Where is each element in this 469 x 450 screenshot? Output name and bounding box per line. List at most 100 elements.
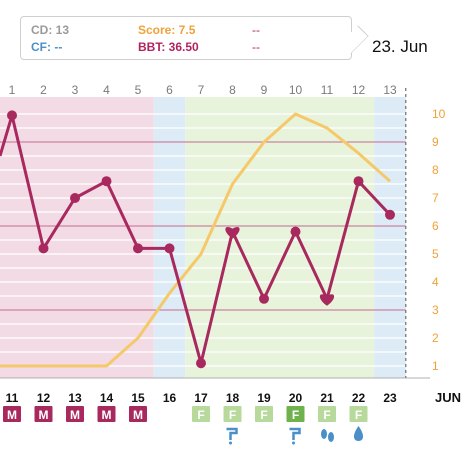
badge-label: F <box>355 408 362 422</box>
badge-label: F <box>292 408 299 422</box>
date-number: 18 <box>226 391 240 405</box>
date-number: 14 <box>100 391 114 405</box>
date-number: 20 <box>289 391 303 405</box>
badge-label: M <box>39 408 49 422</box>
bbt-point <box>385 209 395 220</box>
date-number: 22 <box>352 391 366 405</box>
bottom-row: 11 12 13 14 15 16 17 18 19 20 21 22 23 JUN M M M M M F F F F F F <box>3 390 461 445</box>
y-tick-label: 10 <box>432 107 446 121</box>
y-tick-label: 7 <box>432 191 439 205</box>
date-number: 23 <box>383 391 397 405</box>
bbt-line <box>0 113 392 365</box>
y-tick-label: 4 <box>432 275 439 289</box>
date-number: 19 <box>257 391 271 405</box>
phase-infertile <box>153 97 186 378</box>
y-tick-label: 9 <box>432 135 439 149</box>
y-tick-label: 1 <box>432 359 439 373</box>
date-number: 21 <box>320 391 334 405</box>
cycle-day-number: 12 <box>352 83 366 97</box>
bbt-point <box>196 358 206 369</box>
fertility-badge <box>349 406 368 422</box>
bbt-point <box>259 293 269 304</box>
phase-fertile <box>185 97 375 378</box>
fertility-badge <box>255 406 273 422</box>
date-number: 13 <box>68 391 82 405</box>
cycle-day-number: 2 <box>40 83 47 97</box>
menstruation-badge <box>66 406 84 422</box>
day-info-tooltip: CD: 13 Score: 7.5 -- CF: -- BBT: 36.50 -… <box>20 16 369 60</box>
bbt-point <box>101 176 112 187</box>
y-tick-label: 8 <box>432 163 439 177</box>
cycle-day-number: 5 <box>135 83 142 97</box>
heart-icon <box>225 227 240 239</box>
fertility-badge <box>318 406 336 422</box>
menstruation-badge <box>34 406 53 422</box>
drop-shape <box>354 426 363 441</box>
menstruation-badge <box>97 406 116 422</box>
selected-date: 23. Jun <box>372 37 428 56</box>
cycle-day-number: 11 <box>321 83 334 97</box>
cycle-day-number: 8 <box>229 83 236 97</box>
heart-icon <box>319 294 335 306</box>
fertility-badge <box>286 406 305 422</box>
date-number: 16 <box>163 391 177 405</box>
foot-right <box>328 432 334 442</box>
foot-left <box>321 429 327 439</box>
tap-drop <box>229 441 232 445</box>
badge-label: M <box>7 408 17 422</box>
cycle-day-label: CD: 13 <box>31 23 70 37</box>
score-line <box>0 112 391 368</box>
y-tick-label: 3 <box>432 303 439 317</box>
bbt-value: -- <box>252 40 260 54</box>
date-number: 11 <box>6 391 19 405</box>
bbt-point <box>7 110 17 121</box>
month-label: JUN <box>435 390 461 405</box>
cycle-day-number: 4 <box>103 83 110 97</box>
badge-label: F <box>323 408 330 422</box>
badge-label: M <box>102 408 112 422</box>
bbt-label: BBT: 36.50 <box>138 40 199 54</box>
date-number: 12 <box>37 391 51 405</box>
menstruation-badge <box>3 406 21 422</box>
badge-label: F <box>197 408 204 422</box>
badge-label: F <box>260 408 267 422</box>
tap-drop <box>292 441 295 445</box>
bbt-point <box>353 176 364 187</box>
cycle-day-number: 1 <box>9 83 16 97</box>
feet-icon <box>321 429 334 442</box>
cervical-fluid-label: CF: -- <box>31 40 63 54</box>
date-number: 15 <box>131 391 145 405</box>
cycle-day-number: 10 <box>289 83 303 97</box>
fertility-badge <box>223 406 242 422</box>
fertility-badge <box>192 406 210 422</box>
tap-icon <box>289 427 301 445</box>
bbt-point <box>164 243 175 254</box>
bbt-point <box>70 193 80 203</box>
bbt-point <box>38 243 49 254</box>
chart-points <box>7 110 395 369</box>
cycle-day-number: 3 <box>72 83 79 97</box>
phase-infertile <box>374 97 406 378</box>
cycle-day-number: 9 <box>261 83 268 97</box>
badge-label: F <box>229 408 236 422</box>
y-tick-label: 5 <box>432 247 439 261</box>
y-tick-label: 6 <box>432 219 439 233</box>
phase-menstruation <box>0 97 154 378</box>
score-value: -- <box>252 23 260 37</box>
bbt-point <box>133 243 143 254</box>
bbt-point <box>290 226 301 237</box>
cycle-day-number: 7 <box>198 83 205 97</box>
badge-label: M <box>133 408 143 422</box>
date-number: 17 <box>194 391 208 405</box>
phase-backgrounds <box>0 97 406 378</box>
tap-icon <box>226 427 238 445</box>
tap-shape <box>289 427 301 440</box>
tap-shape <box>226 427 238 440</box>
y-tick-label: 2 <box>432 331 439 345</box>
badge-label: M <box>70 408 80 422</box>
score-label: Score: 7.5 <box>138 23 196 37</box>
cycle-day-number: 13 <box>383 83 397 97</box>
chart-lines <box>0 112 392 368</box>
